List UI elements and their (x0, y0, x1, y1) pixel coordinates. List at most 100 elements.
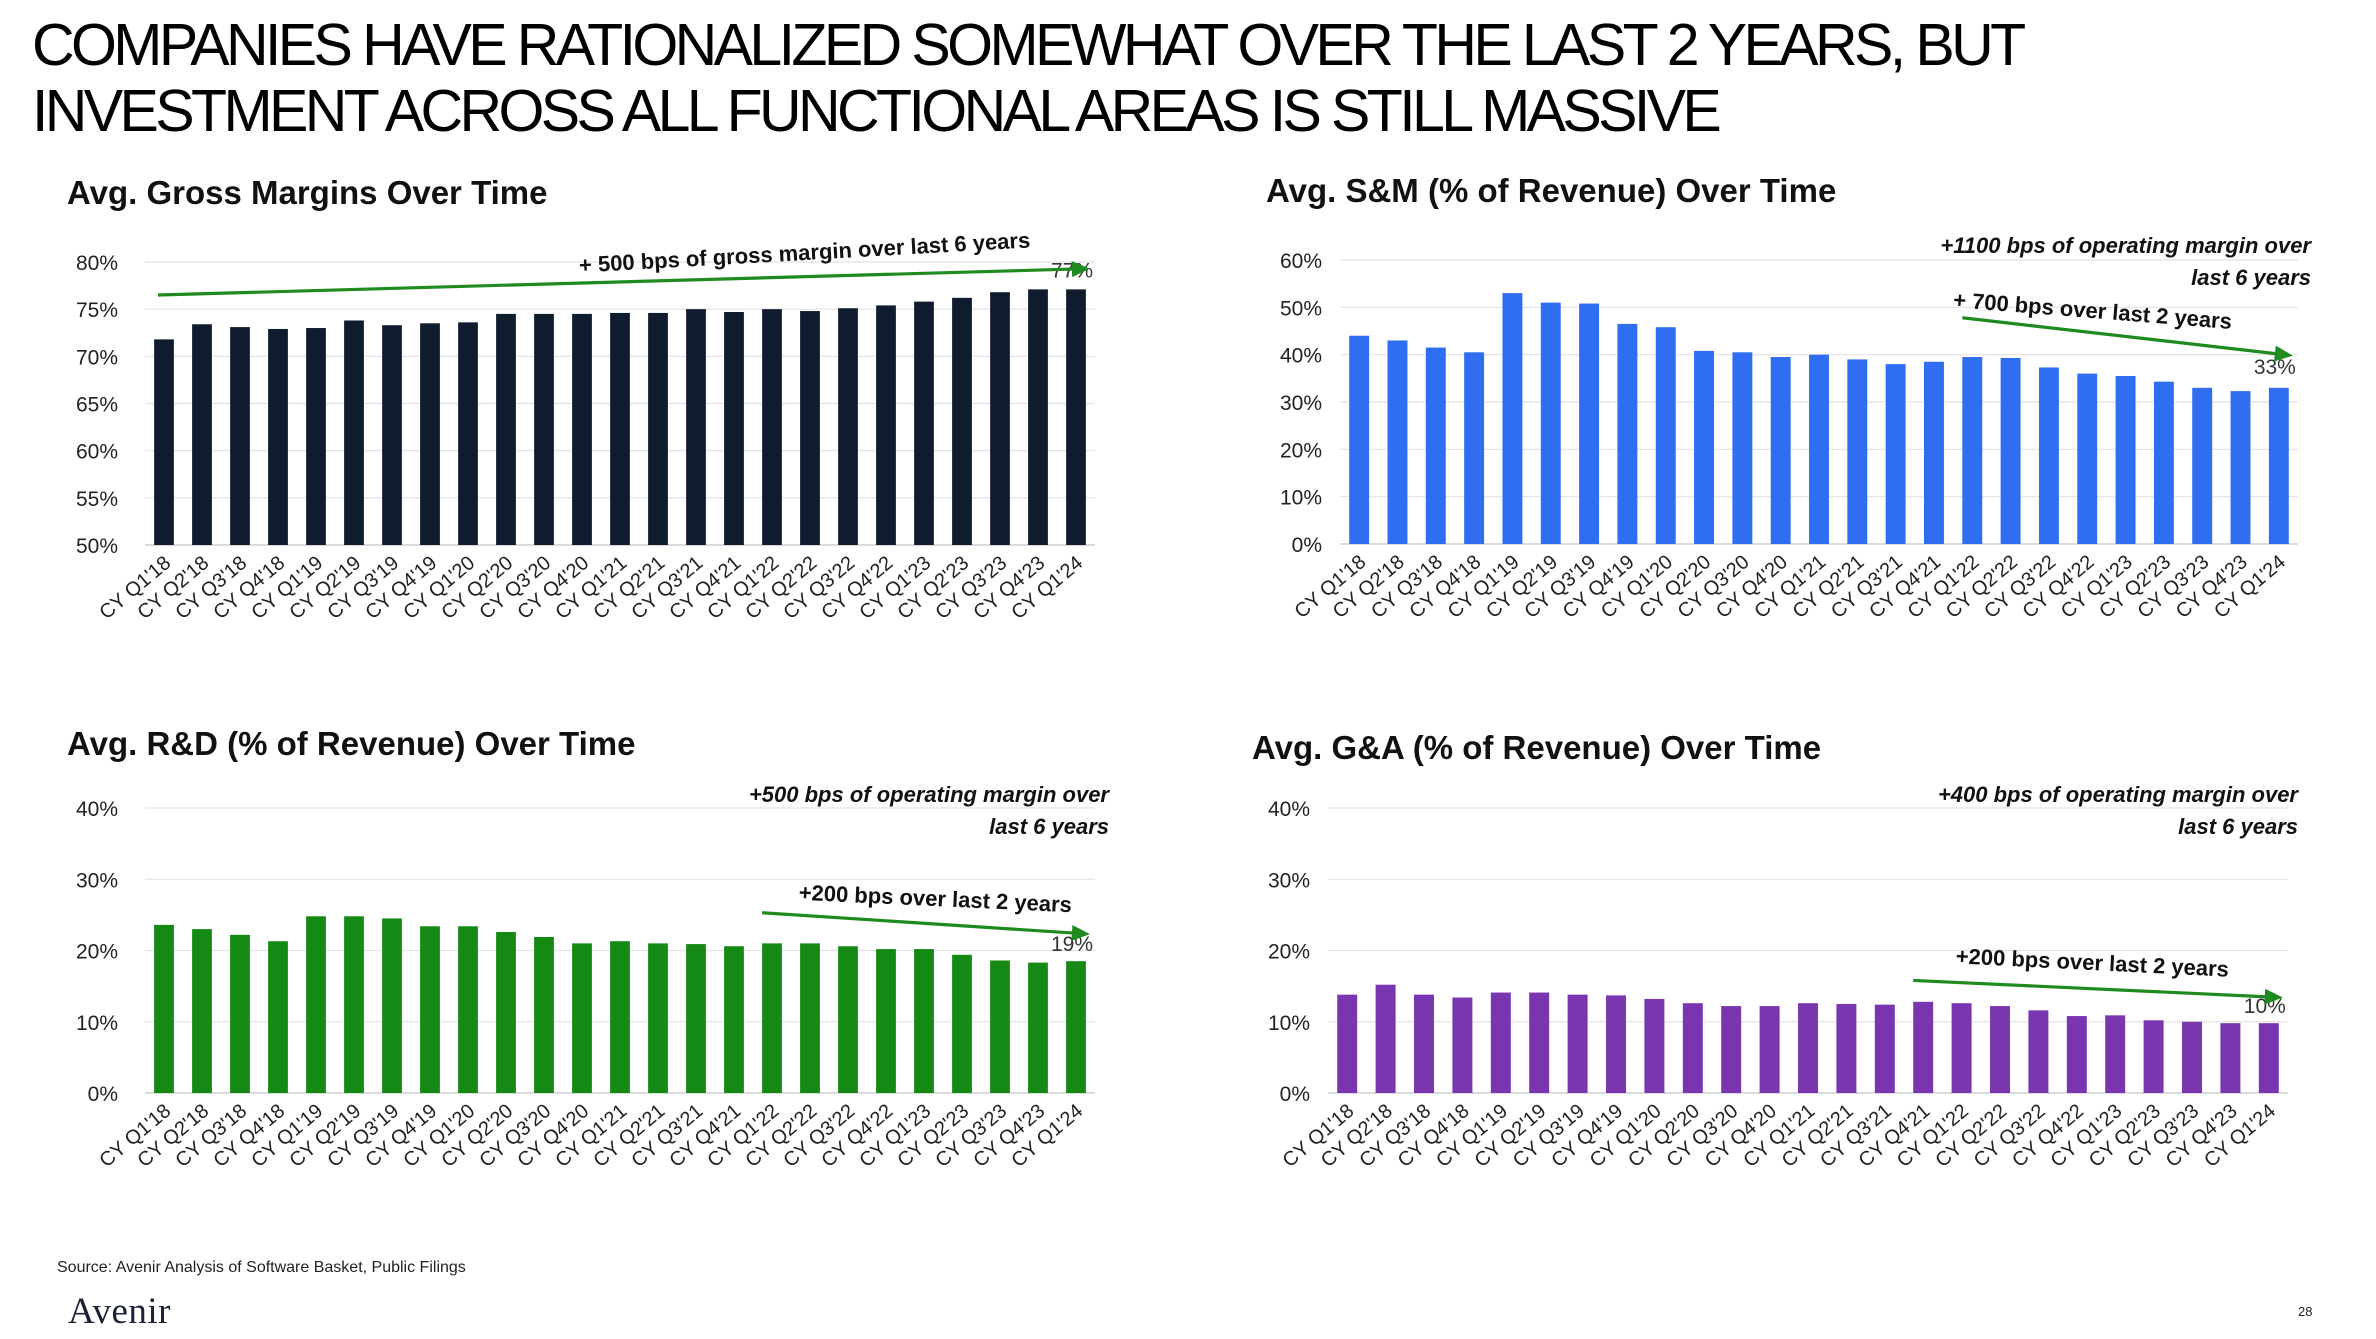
general-admin-bar (2258, 1023, 2279, 1093)
general-admin-bar (1414, 994, 1434, 1093)
research-development-bar (952, 954, 972, 1093)
sales-marketing-last-value-label: 33% (2254, 356, 2296, 379)
research-development-bar (800, 943, 820, 1093)
slide-title-line-2: INVESTMENT ACROSS ALL FUNCTIONAL AREAS I… (32, 78, 1722, 144)
research-development-bar (230, 934, 250, 1093)
sales-marketing-ytick-label: 40% (1280, 345, 1322, 368)
sales-marketing-bar (1809, 354, 1829, 544)
sales-marketing-bar (2192, 387, 2213, 544)
sales-marketing-bar (1425, 347, 1446, 544)
sales-marketing-annotation: + 700 bps over last 2 years (1952, 287, 2233, 334)
general-admin-ytick-label: 40% (1268, 798, 1310, 821)
page-number: 28 (2298, 1304, 2313, 1319)
gross-margins-bar (344, 320, 364, 545)
general-admin-annotation: last 6 years (2178, 814, 2298, 839)
research-development-bar (268, 941, 288, 1093)
research-development-bar (838, 946, 858, 1093)
gross-margins-ytick-label: 55% (76, 488, 118, 511)
research-development-trend-arrow (762, 911, 1078, 935)
gross-margins-bar (952, 297, 972, 545)
sales-marketing-bar (1770, 357, 1791, 544)
general-admin-annotation: +200 bps over last 2 years (1955, 943, 2229, 981)
research-development-bar (686, 944, 706, 1093)
sales-marketing-bar (1349, 335, 1370, 544)
sales-marketing-chart-title: Avg. S&M (% of Revenue) Over Time (1266, 172, 1837, 209)
sales-marketing-bar (1579, 303, 1600, 544)
general-admin-bar (1913, 1001, 1934, 1093)
gross-margins-bar (534, 313, 554, 545)
general-admin-ytick-label: 10% (1268, 1012, 1310, 1035)
sales-marketing-annotation: +1100 bps of operating margin over (1940, 233, 2312, 258)
general-admin-bar (2143, 1020, 2164, 1093)
gross-margins-bar (762, 309, 782, 545)
research-development-bar (534, 936, 554, 1093)
gross-margins-bar (800, 311, 820, 545)
sales-marketing-ytick-label: 10% (1280, 487, 1322, 510)
general-admin-ytick-label: 0% (1280, 1083, 1310, 1106)
gross-margins-trend-arrow (157, 267, 1078, 297)
general-admin-bar (1337, 994, 1358, 1093)
sales-marketing-bar (2230, 391, 2251, 544)
gross-margins-trend-arrow-head (1071, 261, 1090, 278)
research-development-bar (344, 916, 364, 1093)
research-development-ytick-label: 0% (88, 1083, 118, 1106)
gross-margins-ytick-label: 75% (76, 299, 118, 322)
gross-margins-bar (1028, 289, 1048, 545)
sales-marketing-ytick-label: 0% (1292, 534, 1322, 557)
slide-title-line-1: COMPANIES HAVE RATIONALIZED SOMEWHAT OVE… (32, 12, 2026, 78)
research-development-bar (876, 949, 896, 1093)
research-development-chart-title: Avg. R&D (% of Revenue) Over Time (67, 725, 636, 762)
general-admin-last-value-label: 10% (2244, 995, 2286, 1018)
sales-marketing-ytick-label: 60% (1280, 250, 1322, 273)
research-development-bar (420, 926, 440, 1093)
general-admin-bar (1644, 998, 1665, 1093)
general-admin-trend-arrow (1913, 978, 2271, 999)
research-development-bar (306, 916, 326, 1093)
general-admin-bar (1490, 992, 1511, 1093)
general-admin-bar (1606, 995, 1626, 1093)
gross-margins-bar (268, 328, 288, 545)
research-development-ytick-label: 30% (76, 869, 118, 892)
gross-margins-ytick-label: 70% (76, 346, 118, 369)
gross-margins-bar (914, 301, 934, 545)
gross-margins-bar (306, 328, 326, 545)
research-development-bar (724, 946, 744, 1093)
gross-margins-bar (154, 339, 174, 545)
research-development-bar (572, 943, 592, 1093)
research-development-bar (610, 941, 630, 1093)
general-admin-bar (1990, 1006, 2010, 1093)
general-admin-bar (1836, 1003, 1857, 1093)
general-admin-bar (1721, 1006, 1742, 1093)
gross-margins-annotation: + 500 bps of gross margin over last 6 ye… (578, 227, 1031, 277)
gross-margins-bar (458, 322, 478, 545)
gross-margins-ytick-label: 50% (76, 535, 118, 558)
sales-marketing-bar (2115, 375, 2136, 544)
general-admin-bar (1567, 994, 1588, 1093)
research-development-bar (648, 943, 668, 1093)
gross-margins-bar (192, 324, 212, 545)
general-admin-bar (2220, 1023, 2241, 1093)
gross-margins-bar (1066, 289, 1086, 545)
research-development-bar (762, 943, 782, 1093)
general-admin-bar (1759, 1006, 1780, 1093)
research-development-bar (990, 960, 1010, 1093)
sales-marketing-bar (2000, 357, 2021, 544)
sales-marketing-bar (2077, 373, 2098, 544)
gross-margins-bar (572, 313, 592, 545)
general-admin-ytick-label: 20% (1268, 941, 1310, 964)
sales-marketing-ytick-label: 20% (1280, 439, 1322, 462)
general-admin-bar (2182, 1021, 2202, 1093)
general-admin-ytick-label: 30% (1268, 869, 1310, 892)
gross-margins-ytick-label: 80% (76, 252, 118, 275)
general-admin-bar (1375, 984, 1396, 1093)
sales-marketing-bar (1655, 327, 1676, 544)
avenir-logo: Avenir (68, 1291, 171, 1332)
research-development-ytick-label: 20% (76, 941, 118, 964)
gross-margins-ytick-label: 65% (76, 394, 118, 417)
general-admin-bar (2028, 1010, 2049, 1093)
general-admin-chart-title: Avg. G&A (% of Revenue) Over Time (1252, 729, 1822, 766)
gross-margins-bar (838, 308, 858, 545)
general-admin-bar (1874, 1004, 1895, 1093)
research-development-bar (458, 926, 478, 1093)
